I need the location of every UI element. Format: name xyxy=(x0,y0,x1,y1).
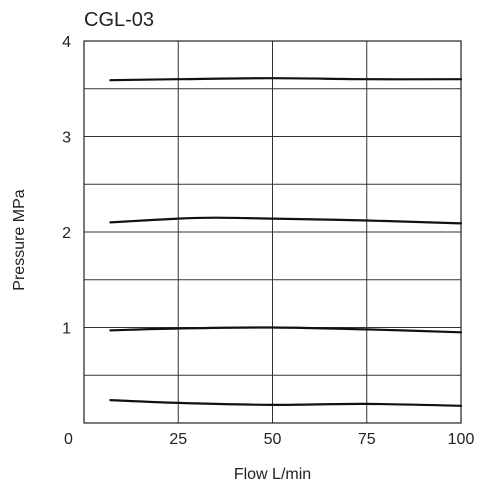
x-tick-label: 50 xyxy=(264,431,282,448)
y-tick-label: 3 xyxy=(62,130,71,147)
chart-title: CGL-03 xyxy=(84,9,154,31)
series-line-2 xyxy=(109,216,463,225)
grid-lines xyxy=(84,41,461,423)
y-tick-label: 2 xyxy=(62,225,71,242)
origin-tick-label: 0 xyxy=(64,431,73,448)
x-tick-label: 100 xyxy=(448,431,475,448)
x-tick-label: 25 xyxy=(169,431,187,448)
x-axis-label: Flow L/min xyxy=(234,466,311,483)
series-layer xyxy=(109,77,463,407)
series-line-3 xyxy=(109,326,463,334)
y-tick-label: 4 xyxy=(62,34,71,51)
tick-labels: 25 50 75 100 1 2 3 4 xyxy=(62,34,474,448)
series-line-4 xyxy=(109,399,463,407)
plot-frame xyxy=(83,40,462,424)
y-axis-label: Pressure MPa xyxy=(11,189,28,290)
y-tick-label: 1 xyxy=(62,321,71,338)
series-line-1 xyxy=(109,77,463,82)
x-tick-label: 75 xyxy=(358,431,376,448)
